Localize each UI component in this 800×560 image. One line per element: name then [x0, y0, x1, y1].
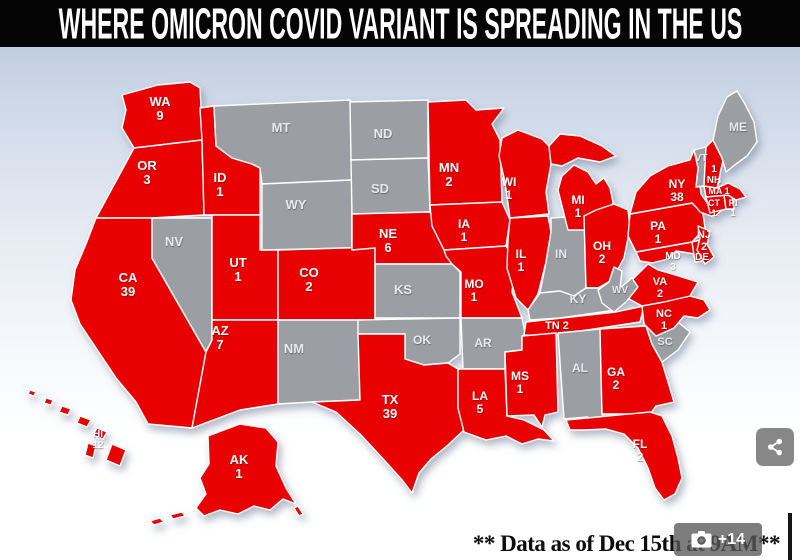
- state-label-AK: AK 1: [230, 452, 249, 481]
- state-label-TN: TN 2: [545, 320, 569, 332]
- page-title: WHERE OMICRON COVID VARIANT IS SPREADING…: [58, 0, 742, 47]
- state-label-MD: MD 3: [665, 251, 681, 273]
- state-label-MO: MO 1: [464, 277, 483, 304]
- state-label-VT: VT: [695, 153, 708, 164]
- state-label-DE: DE: [695, 252, 709, 263]
- state-label-ND: ND: [374, 126, 393, 141]
- states-layer: [27, 81, 758, 526]
- state-label-NY: NY 38: [669, 177, 686, 204]
- state-ME: [712, 90, 758, 173]
- state-label-MT: MT: [272, 120, 291, 135]
- state-label-NV: NV: [165, 234, 183, 249]
- state-NJ: [696, 225, 715, 265]
- state-SD: [350, 157, 431, 215]
- state-WY: [261, 179, 353, 251]
- state-label-OR: OR 3: [137, 158, 157, 187]
- state-IA: [429, 201, 511, 251]
- state-label-WY: WY: [286, 197, 307, 212]
- state-label-ME: ME: [729, 120, 747, 134]
- state-label-AZ: AZ 7: [211, 323, 228, 352]
- state-OR: [95, 139, 205, 219]
- state-label-NM: NM: [284, 341, 304, 356]
- state-label-FL: FL 2: [633, 437, 648, 464]
- state-HI: [27, 389, 127, 467]
- state-VA: [619, 263, 699, 307]
- state-label-SD: SD: [371, 181, 389, 196]
- state-label-OH: OH 2: [593, 239, 611, 266]
- state-label-TX: TX 39: [382, 392, 399, 421]
- state-AK: [149, 423, 304, 526]
- state-label-NJ: NJ 2: [697, 229, 711, 253]
- state-TX: [311, 333, 465, 494]
- state-label-IA: IA 1: [458, 217, 470, 244]
- state-label-NE: NE 6: [379, 226, 397, 255]
- state-label-NH: 1 NH: [707, 164, 721, 186]
- camera-icon: [691, 531, 712, 548]
- state-label-CO: CO 2: [299, 265, 319, 294]
- state-WV: [597, 266, 639, 313]
- state-label-MI: MI 1: [571, 193, 584, 220]
- state-label-KY: KY: [570, 292, 587, 306]
- state-label-WA: WA 9: [150, 94, 172, 123]
- state-label-CT: CT 1: [708, 198, 720, 218]
- state-MA: [703, 182, 747, 201]
- state-label-OK: OK: [413, 333, 431, 347]
- state-label-LA: LA 5: [472, 389, 488, 416]
- state-label-MN: MN 2: [439, 160, 459, 189]
- state-label-IL: IL 1: [516, 247, 527, 274]
- state-label-IN: IN: [555, 247, 567, 261]
- state-MS: [504, 332, 559, 428]
- state-TN: [523, 305, 645, 337]
- gallery-badge[interactable]: +14: [674, 523, 762, 556]
- state-MI: [548, 133, 617, 231]
- state-WI: [498, 129, 552, 219]
- gallery-count: +14: [717, 530, 746, 548]
- state-label-CA: CA 39: [119, 270, 138, 299]
- state-label-UT: UT 1: [229, 255, 246, 284]
- state-label-GA: GA 2: [607, 365, 625, 392]
- page-edge-line: [788, 513, 792, 560]
- state-label-HI: HI 12: [92, 429, 104, 451]
- state-NC: [641, 295, 711, 337]
- state-label-AR: AR: [474, 336, 492, 350]
- share-button[interactable]: [756, 428, 794, 466]
- state-label-NC: NC 1: [656, 308, 672, 332]
- state-CO: [277, 246, 376, 321]
- state-MN: [427, 99, 505, 206]
- state-label-WI: WI 1: [502, 175, 517, 202]
- state-label-ID: ID 1: [214, 170, 227, 199]
- state-label-KS: KS: [394, 282, 412, 297]
- state-VT: [693, 146, 707, 188]
- states-labels-layer: WA 9 OR 3 CA 39 ID 1 NV UT 1 AZ 7 MT WY CO 2 NM ND SD NE 6 KS O…: [92, 94, 747, 481]
- state-label-SC: SC: [657, 336, 672, 348]
- share-icon: [764, 436, 786, 458]
- state-label-RI: RI 1: [729, 198, 738, 218]
- state-label-WV: WV: [612, 285, 628, 296]
- state-label-MS: MS 1: [511, 369, 529, 396]
- state-label-VA: VA 2: [653, 276, 668, 300]
- state-label-AL: AL: [572, 361, 588, 375]
- state-FL: [565, 411, 683, 501]
- state-NM: [277, 319, 361, 405]
- headline-bar: WHERE OMICRON COVID VARIANT IS SPREADING…: [0, 0, 800, 47]
- state-label-MA: MA 1: [708, 186, 729, 196]
- state-KS: [374, 263, 461, 319]
- state-label-PA: PA 1: [650, 219, 666, 246]
